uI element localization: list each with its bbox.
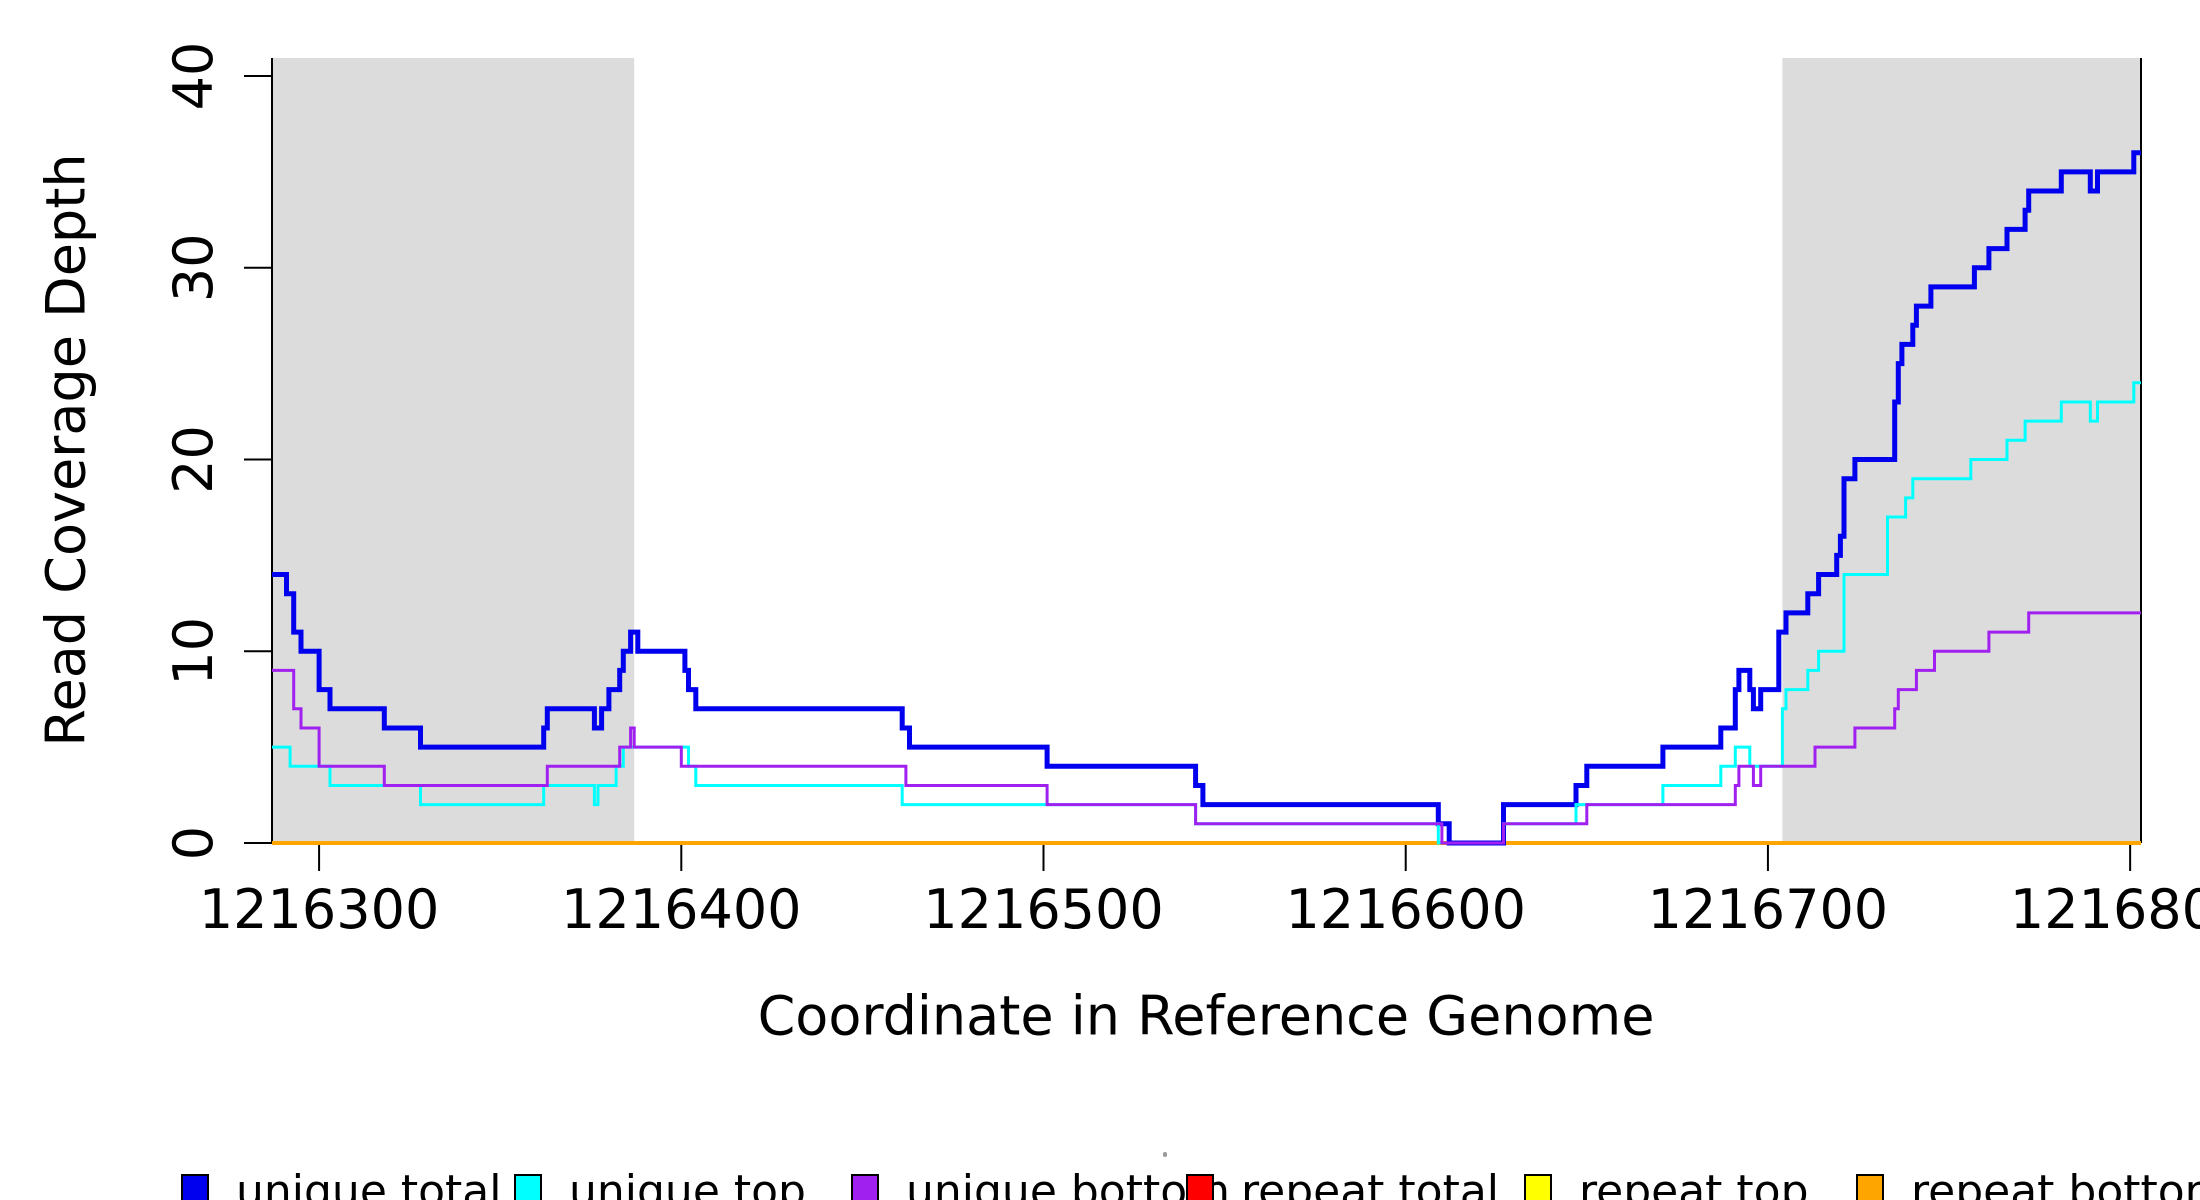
legend-label: repeat top bbox=[1579, 1166, 1809, 1200]
legend-label: repeat total bbox=[1241, 1166, 1500, 1200]
legend-swatch-unique-bottom bbox=[851, 1174, 879, 1200]
x-tick-label: 1216500 bbox=[923, 878, 1164, 941]
series-unique-top bbox=[272, 381, 2141, 845]
y-tick-label: 30 bbox=[162, 233, 225, 302]
shaded-region-1 bbox=[272, 58, 635, 843]
series-unique-bottom bbox=[272, 611, 2141, 845]
x-tick-label: 1216600 bbox=[1285, 878, 1526, 941]
stray-mark bbox=[1163, 1152, 1167, 1157]
legend-swatch-unique-top bbox=[514, 1174, 542, 1200]
y-axis-title: Read Coverage Depth bbox=[34, 153, 98, 747]
legend-label: unique top bbox=[569, 1166, 806, 1200]
x-tick-label: 1216400 bbox=[561, 878, 802, 941]
legend-swatch-repeat-bottom bbox=[1856, 1174, 1884, 1200]
shaded-region-2 bbox=[1782, 58, 2141, 843]
series-unique-total bbox=[272, 150, 2141, 846]
legend-label: unique bottom bbox=[906, 1166, 1231, 1200]
legend-swatch-unique-total bbox=[181, 1174, 209, 1200]
legend-swatch-repeat-total bbox=[1186, 1174, 1214, 1200]
x-tick-label: 1216800 bbox=[2010, 878, 2200, 941]
legend-label: unique total bbox=[236, 1166, 502, 1200]
y-tick-label: 10 bbox=[162, 617, 225, 686]
legend-label: repeat bottom bbox=[1911, 1166, 2200, 1200]
x-tick-label: 1216700 bbox=[1648, 878, 1889, 941]
legend-swatch-repeat-top bbox=[1524, 1174, 1552, 1200]
y-tick-label: 0 bbox=[162, 826, 225, 860]
x-tick-label: 1216300 bbox=[199, 878, 440, 941]
x-axis-title: Coordinate in Reference Genome bbox=[757, 984, 1655, 1048]
y-tick-label: 40 bbox=[162, 42, 225, 111]
y-tick-label: 20 bbox=[162, 425, 225, 494]
